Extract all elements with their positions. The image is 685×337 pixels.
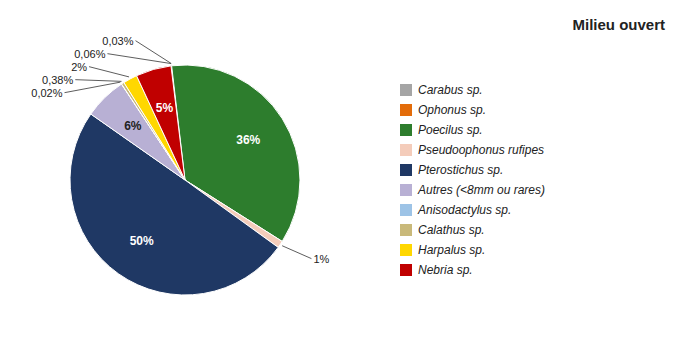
- data-labels: 36% 50% 6% 5% 0,03%0,06%2%0,38%0,02% 1%: [31, 35, 329, 265]
- data-label: 6%: [124, 119, 142, 133]
- data-label: 1%: [313, 253, 329, 265]
- title: Milieu ouvert: [572, 16, 665, 33]
- leader-line: [282, 246, 311, 259]
- legend-swatch: [400, 164, 412, 176]
- legend-label: Pterostichus sp.: [418, 163, 503, 177]
- leader-line: [75, 80, 121, 82]
- legend-label: Calathus sp.: [418, 223, 485, 237]
- data-label: 0,02%: [31, 87, 62, 99]
- slices: [70, 65, 300, 295]
- legend-swatch: [400, 144, 412, 156]
- leader-line: [107, 54, 170, 64]
- legend-swatch: [400, 264, 412, 276]
- legend-label: Ophonus sp.: [418, 103, 486, 117]
- data-label: 50%: [130, 234, 154, 248]
- legend-swatch: [400, 184, 412, 196]
- leader-line: [89, 67, 129, 77]
- chart-container: Milieu ouvert 36% 50% 6% 5% 0,03%0,06%2%0,38%…: [0, 0, 685, 337]
- legend-swatch: [400, 224, 412, 236]
- legend-label: Autres (<8mm ou rares): [417, 183, 545, 197]
- legend-swatch: [400, 244, 412, 256]
- legend-swatch: [400, 104, 412, 116]
- data-label: 0,06%: [74, 48, 105, 60]
- leader-line: [136, 41, 172, 64]
- legend-label: Pseudoophonus rufipes: [418, 143, 544, 157]
- legend-swatch: [400, 204, 412, 216]
- pie-slice: [137, 66, 185, 180]
- legend-swatch: [400, 84, 412, 96]
- legend-swatch: [400, 124, 412, 136]
- legend-label: Anisodactylus sp.: [417, 203, 511, 217]
- data-label: 2%: [71, 61, 87, 73]
- legend-label: Poecilus sp.: [418, 123, 483, 137]
- data-label: 0,03%: [102, 35, 133, 47]
- legend-label: Carabus sp.: [418, 83, 483, 97]
- leader-line: [65, 82, 121, 93]
- legend: Carabus sp. Ophonus sp. Poecilus sp. Pseudo…: [400, 83, 545, 277]
- data-label: 0,38%: [42, 74, 73, 86]
- data-label: 36%: [236, 133, 260, 147]
- legend-label: Nebria sp.: [418, 263, 473, 277]
- chart: Milieu ouvert 36% 50% 6% 5% 0,03%0,06%2%0,38%…: [0, 0, 685, 337]
- data-label: 5%: [156, 101, 174, 115]
- legend-label: Harpalus sp.: [418, 243, 485, 257]
